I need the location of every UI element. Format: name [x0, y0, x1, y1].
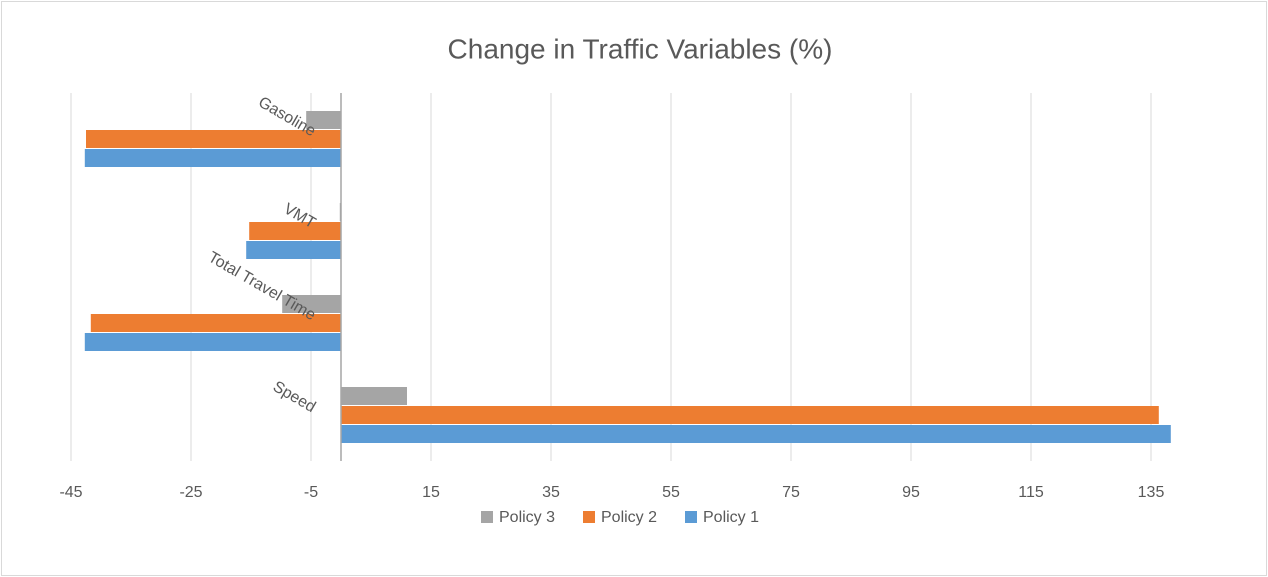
- x-tick-label: 135: [1138, 484, 1165, 501]
- bar: [341, 406, 1159, 424]
- x-tick-label: -5: [304, 484, 318, 501]
- x-tick-label: 35: [542, 484, 560, 501]
- x-tick-label: 95: [902, 484, 920, 501]
- bar: [90, 314, 341, 332]
- bar: [84, 333, 342, 351]
- bar: [282, 295, 341, 313]
- legend-swatch: [685, 511, 697, 523]
- legend-swatch: [583, 511, 595, 523]
- legend-label: Policy 1: [703, 509, 759, 526]
- bar: [249, 222, 341, 240]
- legend-label: Policy 2: [601, 509, 657, 526]
- chart-title: Change in Traffic Variables (%): [448, 33, 833, 64]
- bar: [306, 111, 341, 129]
- bar: [86, 130, 341, 148]
- bar: [341, 387, 407, 405]
- x-tick-label: 55: [662, 484, 680, 501]
- bar: [341, 425, 1171, 443]
- x-tick-label: 115: [1018, 484, 1044, 501]
- x-tick-label: 75: [782, 484, 800, 501]
- x-tick-label: -45: [59, 484, 82, 501]
- x-tick-label: 15: [422, 484, 440, 501]
- bar: [84, 149, 342, 167]
- x-tick-label: -25: [179, 484, 202, 501]
- legend-swatch: [481, 511, 493, 523]
- bar: [246, 241, 341, 259]
- legend-label: Policy 3: [499, 509, 555, 526]
